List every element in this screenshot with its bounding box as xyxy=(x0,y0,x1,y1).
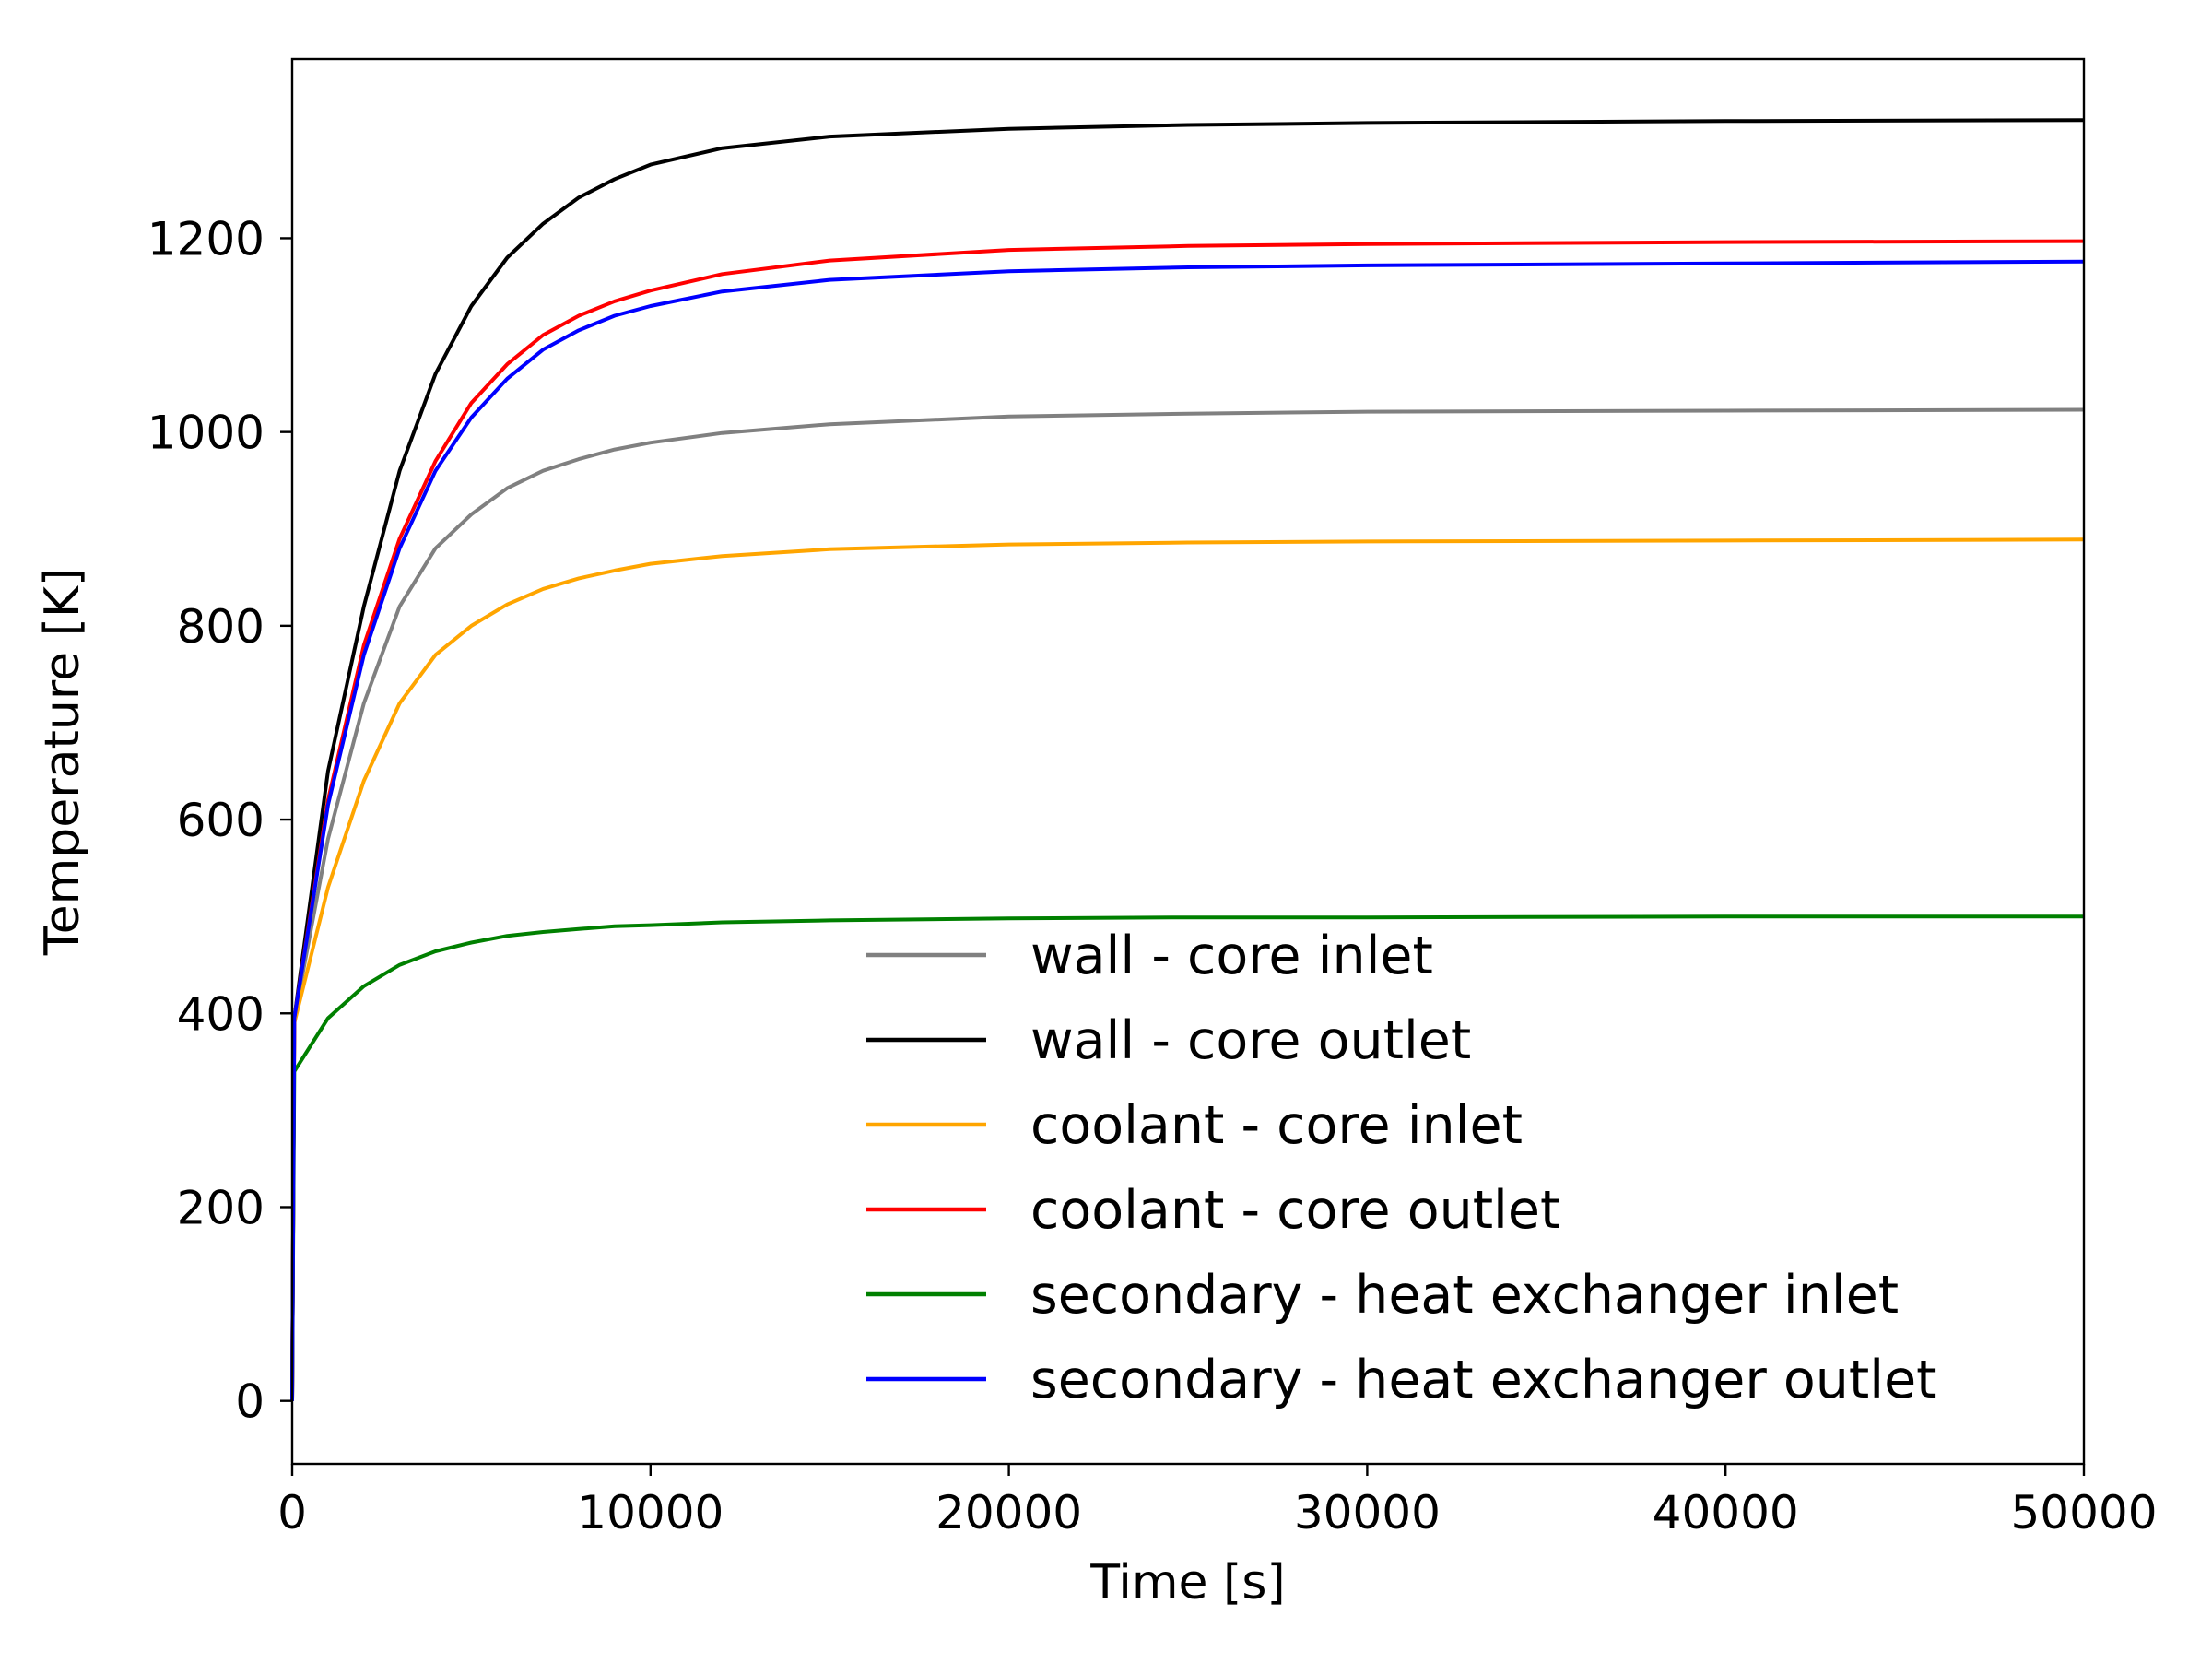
series-line-3 xyxy=(290,537,2085,1401)
legend-label-6: secondary - heat exchanger outlet xyxy=(1030,1350,1937,1410)
y-tick-label: 0 xyxy=(235,1375,265,1429)
x-tick-label: 30000 xyxy=(1294,1486,1441,1539)
series-line-4 xyxy=(290,239,2085,1401)
y-tick-label: 1000 xyxy=(147,407,265,460)
legend-label-3: coolant - core inlet xyxy=(1030,1095,1523,1156)
x-tick-label: 40000 xyxy=(1653,1486,1799,1539)
legend-label-5: secondary - heat exchanger inlet xyxy=(1030,1265,1899,1326)
series-line-1 xyxy=(290,407,2085,1401)
legend-label-4: coolant - core outlet xyxy=(1030,1180,1560,1241)
legend: wall - core inlet wall - core outlet coola… xyxy=(866,926,1937,1410)
y-tick-label: 800 xyxy=(177,600,265,654)
x-tick-label: 50000 xyxy=(2010,1486,2157,1539)
x-axis-label: Time [s] xyxy=(1089,1555,1285,1610)
plot-frame xyxy=(290,57,2086,1466)
y-tick-label: 400 xyxy=(177,987,265,1041)
x-axis-ticks: 0 10000 20000 30000 40000 50000 xyxy=(277,1464,2158,1539)
y-tick-label: 200 xyxy=(177,1181,265,1234)
series-layer xyxy=(290,118,2085,1401)
y-tick-label: 1200 xyxy=(147,212,265,265)
series-line-2 xyxy=(290,118,2085,1401)
series-line-6 xyxy=(290,259,2085,1401)
y-axis-ticks: 0 200 400 600 800 1000 1200 xyxy=(147,212,292,1429)
legend-label-2: wall - core outlet xyxy=(1030,1010,1471,1071)
series-line-5 xyxy=(290,914,2084,1401)
x-tick-label: 10000 xyxy=(577,1486,724,1539)
y-tick-label: 600 xyxy=(177,794,265,847)
y-axis-label: Temperature [K] xyxy=(35,568,90,957)
legend-label-1: wall - core inlet xyxy=(1030,926,1433,986)
x-tick-label: 20000 xyxy=(935,1486,1082,1539)
x-tick-label: 0 xyxy=(277,1486,307,1539)
